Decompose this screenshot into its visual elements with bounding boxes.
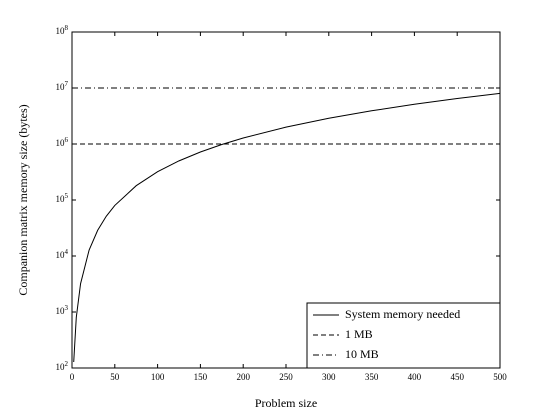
y-tick-label: 106 — [56, 136, 69, 148]
x-tick-label: 150 — [194, 372, 208, 382]
y-tick-label: 104 — [56, 248, 69, 260]
x-tick-label: 300 — [322, 372, 336, 382]
x-tick-label: 100 — [151, 372, 165, 382]
x-tick-label: 200 — [236, 372, 250, 382]
legend-label: 10 MB — [345, 347, 379, 361]
x-tick-label: 500 — [493, 372, 507, 382]
x-axis-label: Problem size — [255, 396, 317, 410]
y-tick-label: 105 — [56, 192, 69, 204]
y-tick-label: 103 — [56, 304, 69, 316]
x-tick-label: 450 — [450, 372, 464, 382]
legend-box — [306, 302, 501, 369]
x-tick-label: 250 — [279, 372, 293, 382]
y-tick-label: 102 — [56, 360, 69, 372]
series-line — [73, 92, 501, 363]
y-tick-label: 108 — [56, 24, 69, 36]
legend-label: 1 MB — [345, 327, 373, 341]
y-tick-label: 107 — [56, 80, 69, 92]
x-tick-label: 0 — [70, 372, 75, 382]
x-tick-label: 50 — [110, 372, 120, 382]
x-tick-label: 350 — [365, 372, 379, 382]
legend-label: System memory needed — [345, 307, 460, 321]
x-tick-label: 400 — [408, 372, 422, 382]
y-axis-label: Companion matrix memory size (bytes) — [16, 104, 30, 295]
